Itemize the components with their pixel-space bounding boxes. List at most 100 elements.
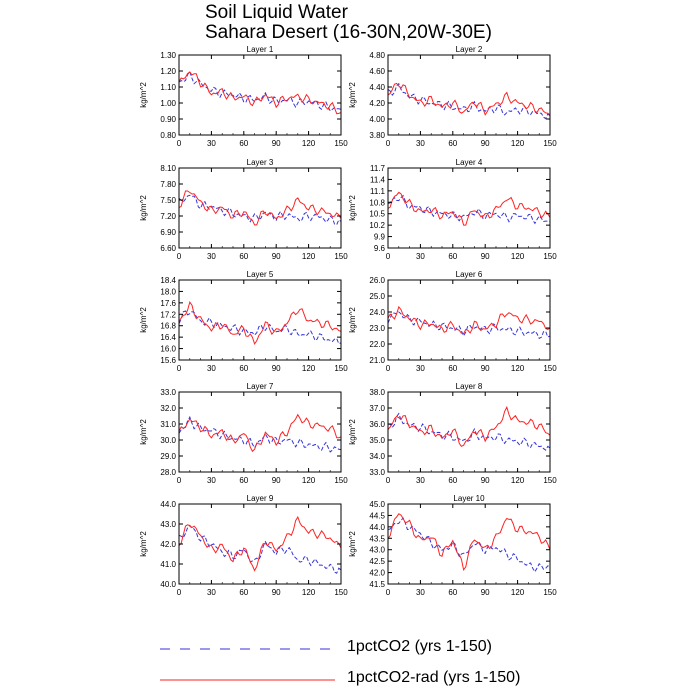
panel-layer-6-xtick-label: 60 bbox=[448, 364, 457, 373]
panel-layer-9-xtick-label: 150 bbox=[334, 588, 348, 597]
panel-layer-5-xtick-label: 60 bbox=[239, 364, 248, 373]
panel-layer-1-ytick-label: 1.10 bbox=[160, 83, 176, 92]
panel-layer-2-series-1pctco2-yrs-1-150 bbox=[387, 82, 551, 120]
panel-layer-5-xtick-label: 30 bbox=[207, 364, 216, 373]
panel-layer-10: Layer 10 kg/m^2 0 30 60 90 120 150 41.5 42.0 42.5 4… bbox=[348, 494, 557, 597]
panel-layer-1: Layer 1 kg/m^2 0 30 60 90 120 150 0.80 0.90 1.00 1.… bbox=[139, 45, 348, 148]
panel-layer-9: Layer 9 kg/m^2 0 30 60 90 120 150 40.0 41.0 42.0 43… bbox=[139, 494, 348, 597]
panel-layer-1-series-1pctco2-rad-yrs-1-150 bbox=[178, 71, 342, 115]
panel-layer-10-xtick-label: 60 bbox=[448, 588, 457, 597]
panel-layer-3-series-1pctco2-yrs-1-150 bbox=[178, 194, 342, 226]
panel-layer-10-ytick-label: 42.0 bbox=[369, 569, 385, 578]
panel-layer-5-ylabel: kg/m^2 bbox=[139, 307, 148, 333]
panel-layer-6-ytick-label: 25.0 bbox=[369, 292, 385, 301]
panel-layer-8-xtick-label: 0 bbox=[386, 476, 391, 485]
panel-layer-3-xtick-label: 150 bbox=[334, 252, 348, 261]
panel-layer-7-xtick-label: 30 bbox=[207, 476, 216, 485]
panel-layer-2-ytick-label: 4.20 bbox=[369, 99, 385, 108]
panel-layer-8-xtick-label: 150 bbox=[543, 476, 557, 485]
panel-layer-6: Layer 6 kg/m^2 0 30 60 90 120 150 21.0 22.0 23.0 24… bbox=[348, 270, 557, 373]
panel-layer-4-xtick-label: 90 bbox=[481, 252, 490, 261]
panel-layer-9-xtick-label: 120 bbox=[302, 588, 316, 597]
panel-layer-2-title: Layer 2 bbox=[456, 45, 483, 54]
panel-layer-8-ytick-label: 36.0 bbox=[369, 420, 385, 429]
panel-layer-2-ytick-label: 4.60 bbox=[369, 67, 385, 76]
panel-layer-6-ylabel: kg/m^2 bbox=[348, 307, 357, 333]
panel-layer-3-ylabel: kg/m^2 bbox=[139, 195, 148, 221]
panel-layer-9-xtick-label: 60 bbox=[239, 588, 248, 597]
panel-layer-6-ytick-label: 23.0 bbox=[369, 324, 385, 333]
panel-layer-9-frame bbox=[178, 503, 342, 585]
legend-swatches bbox=[160, 648, 335, 681]
panel-layer-9-title: Layer 9 bbox=[247, 494, 274, 503]
panel-layer-10-frame bbox=[387, 503, 551, 585]
panel-layer-7-series-1pctco2-rad-yrs-1-150 bbox=[178, 413, 342, 453]
panel-layer-4-ytick-label: 9.6 bbox=[374, 244, 386, 253]
panel-layer-6-xtick-label: 150 bbox=[543, 364, 557, 373]
panel-layer-5-ytick-label: 18.4 bbox=[160, 276, 176, 285]
panel-layer-9-ytick-label: 40.0 bbox=[160, 580, 176, 589]
panel-layer-7-xtick-label: 60 bbox=[239, 476, 248, 485]
panel-layer-5-frame bbox=[178, 279, 342, 361]
panel-layer-2-ytick-label: 4.80 bbox=[369, 51, 385, 60]
panel-layer-2-series-1pctco2-rad-yrs-1-150 bbox=[387, 82, 551, 116]
panel-layer-2-xtick-label: 30 bbox=[416, 139, 425, 148]
panel-layer-6-ytick-label: 22.0 bbox=[369, 340, 385, 349]
panel-layer-1-ytick-label: 0.90 bbox=[160, 115, 176, 124]
panel-layer-10-ytick-label: 43.0 bbox=[369, 546, 385, 555]
panel-layer-7-frame bbox=[178, 391, 342, 473]
panel-layer-6-series-1pctco2-rad-yrs-1-150 bbox=[387, 305, 551, 335]
panel-layer-5-ytick-label: 17.6 bbox=[160, 299, 176, 308]
panel-layer-5-series-1pctco2-rad-yrs-1-150 bbox=[178, 300, 342, 346]
panel-layer-8-series-1pctco2-rad-yrs-1-150 bbox=[387, 405, 551, 448]
panel-layer-7-ytick-label: 32.0 bbox=[160, 404, 176, 413]
panel-layer-5-title: Layer 5 bbox=[247, 270, 274, 279]
panel-layer-6-title: Layer 6 bbox=[456, 270, 483, 279]
panel-layer-7-ytick-label: 29.0 bbox=[160, 452, 176, 461]
panel-layer-8-series-1pctco2-yrs-1-150 bbox=[387, 412, 551, 451]
panel-layer-1-series-1pctco2-yrs-1-150 bbox=[178, 70, 342, 112]
panel-layer-6-frame bbox=[387, 279, 551, 361]
panel-layer-5-series-1pctco2-yrs-1-150 bbox=[178, 310, 342, 345]
panel-layer-9-xtick-label: 90 bbox=[272, 588, 281, 597]
panel-layer-2-ytick-label: 3.80 bbox=[369, 131, 385, 140]
panel-layer-3-series-1pctco2-rad-yrs-1-150 bbox=[178, 190, 342, 226]
panel-layer-10-xtick-label: 90 bbox=[481, 588, 490, 597]
panel-layer-8-frame bbox=[387, 391, 551, 473]
panel-layer-1-xtick-label: 120 bbox=[302, 139, 316, 148]
panel-layer-1-ytick-label: 0.80 bbox=[160, 131, 176, 140]
panel-layer-2-xtick-label: 150 bbox=[543, 139, 557, 148]
panel-layer-3-xtick-label: 30 bbox=[207, 252, 216, 261]
panel-layer-5-ytick-label: 16.8 bbox=[160, 322, 176, 331]
figure-subtitle: Sahara Desert (16-30N,20W-30E) bbox=[205, 22, 492, 43]
panel-layer-8-ytick-label: 33.0 bbox=[369, 468, 385, 477]
panel-layer-9-ytick-label: 42.0 bbox=[160, 540, 176, 549]
panel-layer-4-frame bbox=[387, 167, 551, 249]
panel-layer-6-series-1pctco2-yrs-1-150 bbox=[387, 311, 551, 340]
panel-layer-4-ytick-label: 10.2 bbox=[369, 221, 385, 230]
panel-layer-4: Layer 4 kg/m^2 0 30 60 90 120 150 9.6 9.9 10.2 10.5… bbox=[348, 158, 557, 261]
panel-layer-2-ytick-label: 4.40 bbox=[369, 83, 385, 92]
panel-layer-7-title: Layer 7 bbox=[247, 382, 274, 391]
panel-layer-8-xtick-label: 30 bbox=[416, 476, 425, 485]
panel-layer-10-ytick-label: 42.5 bbox=[369, 557, 385, 566]
panel-layer-8-ytick-label: 35.0 bbox=[369, 436, 385, 445]
panel-layer-7-xtick-label: 0 bbox=[177, 476, 182, 485]
panel-layer-7-ylabel: kg/m^2 bbox=[139, 419, 148, 445]
panel-layer-8-xtick-label: 90 bbox=[481, 476, 490, 485]
panel-layer-2-xtick-label: 0 bbox=[386, 139, 391, 148]
panel-layer-8-xtick-label: 120 bbox=[511, 476, 525, 485]
legend-label-1pctco2-rad: 1pctCO2-rad (yrs 1-150) bbox=[347, 669, 521, 686]
panel-layer-10-title: Layer 10 bbox=[453, 494, 485, 503]
panel-layer-6-xtick-label: 0 bbox=[386, 364, 391, 373]
panel-layer-3-xtick-label: 120 bbox=[302, 252, 316, 261]
panel-layer-5-ytick-label: 16.4 bbox=[160, 333, 176, 342]
panel-layer-6-ytick-label: 26.0 bbox=[369, 276, 385, 285]
panel-layer-10-xtick-label: 150 bbox=[543, 588, 557, 597]
panel-layer-4-xtick-label: 120 bbox=[511, 252, 525, 261]
legend-label-1pctco2: 1pctCO2 (yrs 1-150) bbox=[347, 638, 492, 655]
panel-layer-7-xtick-label: 90 bbox=[272, 476, 281, 485]
panel-layer-3-ytick-label: 7.50 bbox=[160, 196, 176, 205]
panel-layer-1-ytick-label: 1.30 bbox=[160, 51, 176, 60]
